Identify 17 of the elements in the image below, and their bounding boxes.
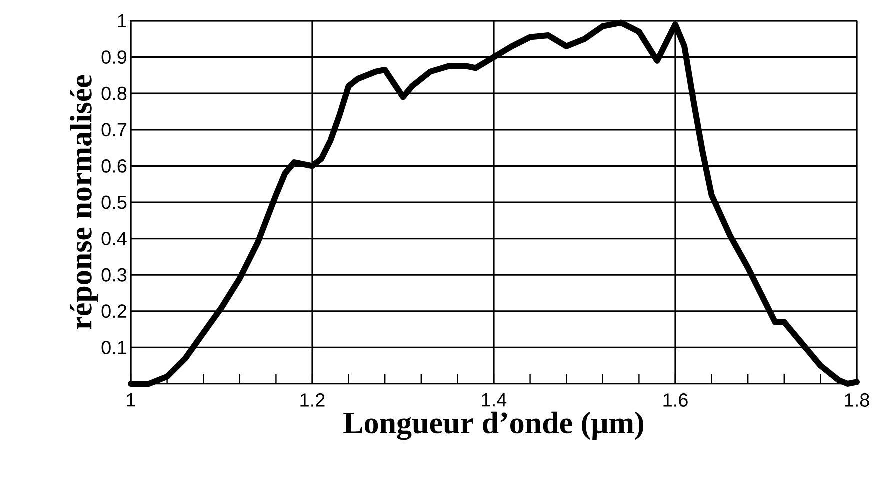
y-axis-title: réponse normalisée	[70, 75, 98, 330]
y-tick-label: 0.3	[102, 268, 127, 282]
x-tick-label: 1	[127, 394, 136, 407]
x-tick-label: 1.8	[845, 394, 870, 407]
y-tick-label: 0.7	[102, 123, 127, 137]
x-axis-title: Longueur d’onde (μm)	[344, 412, 644, 440]
y-tick-label: 0.4	[102, 232, 127, 246]
y-tick-label: 0.5	[102, 196, 127, 210]
y-tick-label: 0.6	[102, 159, 127, 173]
y-tick-label: 0.1	[102, 340, 127, 354]
y-tick-label: 0.2	[102, 304, 127, 318]
x-tick-label: 1.6	[664, 394, 688, 407]
y-tick-label: 1	[118, 14, 127, 28]
y-tick-label: 0.8	[102, 86, 127, 100]
x-tick-label: 1.2	[300, 394, 325, 407]
x-tick-label: 1.4	[482, 394, 507, 407]
y-tick-label: 0.9	[102, 50, 127, 64]
